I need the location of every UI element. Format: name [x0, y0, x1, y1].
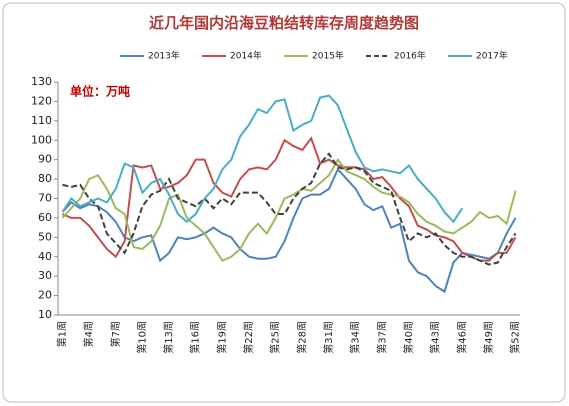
y-tick-label: 110 [31, 114, 52, 127]
x-tick-label: 第43周 [429, 321, 442, 354]
legend-label: 2016年 [394, 50, 426, 62]
x-tick-label: 第10周 [135, 321, 148, 354]
x-tick-label: 第7周 [109, 321, 122, 347]
x-tick-label: 第46周 [455, 321, 468, 354]
x-tick-label: 第49周 [482, 321, 495, 354]
x-tick-label: 第4周 [82, 321, 95, 347]
x-tick-label: 第34周 [349, 321, 362, 354]
y-tick-label: 120 [31, 94, 52, 107]
series-line [61, 167, 517, 294]
frame [2, 2, 566, 403]
x-tick-label: 第40周 [402, 321, 415, 354]
y-tick-label: 20 [38, 289, 52, 302]
x-tick-label: 第52周 [509, 321, 522, 354]
y-tick-label: 90 [38, 153, 52, 166]
x-tick-label: 第19周 [215, 321, 228, 354]
x-tick-label: 第16周 [189, 321, 202, 354]
y-tick-label: 50 [38, 230, 52, 243]
y-tick-label: 30 [38, 269, 52, 282]
series-line [61, 157, 517, 262]
legend-label: 2017年 [476, 50, 508, 62]
y-tick-label: 70 [38, 192, 52, 205]
legend-label: 2015年 [312, 50, 344, 62]
y-tick-label: 10 [38, 308, 52, 321]
x-tick-label: 第22周 [242, 321, 255, 354]
unit-annotation: 单位：万吨 [70, 84, 130, 99]
y-tick-label: 80 [38, 172, 52, 185]
series-line [62, 136, 517, 262]
x-tick-label: 第37周 [375, 321, 388, 354]
chart-title: 近几年国内沿海豆粕结转库存周度趋势图 [149, 14, 419, 32]
y-tick-label: 130 [31, 75, 52, 88]
y-tick-label: 100 [31, 133, 52, 146]
legend-label: 2014年 [230, 50, 262, 62]
x-tick-label: 第1周 [55, 321, 68, 347]
y-tick-label: 40 [38, 250, 52, 263]
legend-label: 2013年 [148, 50, 180, 62]
x-tick-label: 第28周 [295, 321, 308, 354]
y-tick-label: 60 [38, 211, 52, 224]
x-tick-label: 第13周 [162, 321, 175, 354]
series-line [61, 94, 464, 224]
x-tick-label: 第25周 [269, 321, 282, 354]
series-line [62, 152, 517, 266]
x-tick-label: 第31周 [322, 321, 335, 354]
